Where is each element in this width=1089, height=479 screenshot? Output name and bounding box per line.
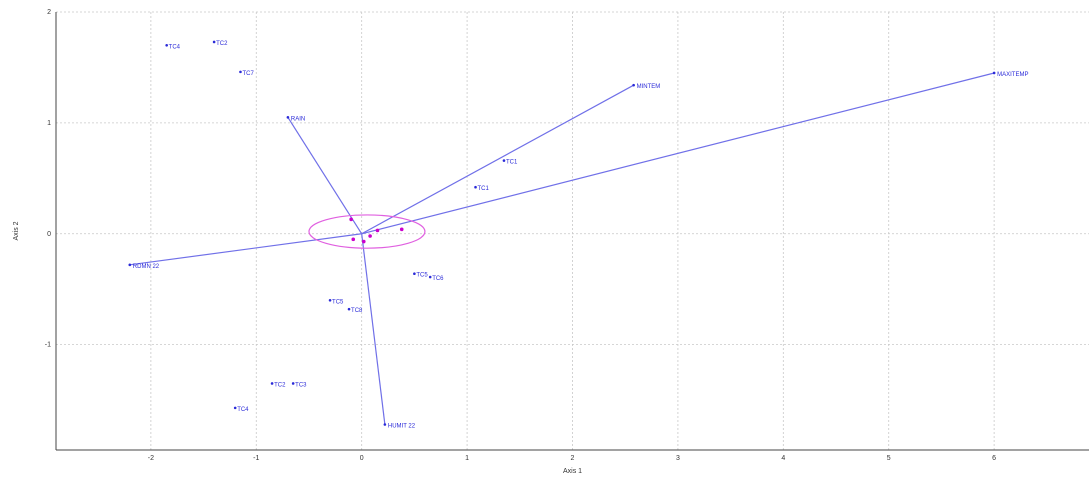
x-tick-label: -2 xyxy=(148,455,154,462)
x-tick-label: 1 xyxy=(465,455,469,462)
vector-endpoint xyxy=(128,264,131,267)
sample-point-label: TC1 xyxy=(478,186,490,192)
environmental-vectors: RAIN MINTEM MAXITEMP RDMN 22 HUMIT 22 xyxy=(128,72,1028,430)
sample-point xyxy=(239,71,242,74)
vector-line xyxy=(362,234,385,425)
sample-points: TC4 TC2 TC7 TC1 TC1 TC5 TC6 TC5 TC8 TC2 TC3 TC4 xyxy=(165,41,518,413)
sample-point-label: TC4 xyxy=(237,407,249,413)
y-axis-title: Axis 2 xyxy=(13,221,20,240)
sample-point xyxy=(429,276,432,279)
centroid-point xyxy=(376,229,380,233)
sample-point-label: TC1 xyxy=(506,160,518,166)
centroid-point xyxy=(400,228,404,232)
sample-point xyxy=(413,272,416,275)
vector-label: HUMIT 22 xyxy=(388,423,416,429)
sample-point-label: TC3 xyxy=(295,382,307,388)
sample-point-label: TC6 xyxy=(432,276,444,282)
vector-endpoint xyxy=(993,72,996,75)
vector-line xyxy=(130,234,362,265)
centroid-point xyxy=(362,240,366,244)
sample-point-label: TC5 xyxy=(332,299,344,305)
x-tick-label: 6 xyxy=(992,455,996,462)
sample-point xyxy=(234,407,237,410)
centroid-point xyxy=(351,238,355,242)
sample-point-label: TC8 xyxy=(351,308,363,314)
x-tick-label: 4 xyxy=(781,455,785,462)
y-tick-label: 2 xyxy=(47,9,51,16)
sample-point xyxy=(348,308,351,311)
vector-label: MAXITEMP xyxy=(997,72,1028,78)
sample-point-label: TC2 xyxy=(216,41,228,47)
x-tick-label: 5 xyxy=(887,455,891,462)
vector-endpoint xyxy=(384,423,387,426)
sample-point-label: TC2 xyxy=(274,382,286,388)
y-tick-label: -1 xyxy=(45,342,51,349)
vector-endpoint xyxy=(632,84,635,87)
vector-line xyxy=(288,117,362,233)
centroid-point xyxy=(349,218,353,222)
x-tick-label: 0 xyxy=(360,455,364,462)
sample-point xyxy=(165,44,168,47)
sample-point xyxy=(213,41,216,44)
vector-endpoint xyxy=(287,116,290,119)
vector-label: RDMN 22 xyxy=(133,264,160,270)
x-tick-label: -1 xyxy=(253,455,259,462)
y-tick-label: 1 xyxy=(47,120,51,127)
sample-point-label: TC5 xyxy=(416,273,428,279)
centroid-point xyxy=(368,234,372,238)
x-tick-label: 2 xyxy=(571,455,575,462)
vector-line xyxy=(362,85,634,234)
sample-point xyxy=(271,382,274,385)
x-axis-title: Axis 1 xyxy=(563,468,582,475)
grid-lines xyxy=(56,12,1089,450)
vector-label: MINTEM xyxy=(637,84,661,90)
sample-point xyxy=(292,382,295,385)
sample-point-label: TC7 xyxy=(242,71,254,77)
vector-label: RAIN xyxy=(291,116,305,122)
sample-point xyxy=(503,159,506,162)
x-tick-label: 3 xyxy=(676,455,680,462)
y-tick-label: 0 xyxy=(47,231,51,238)
sample-point xyxy=(329,299,332,302)
tick-labels: -2 -1 0 1 2 3 4 5 6 -1 0 1 2 xyxy=(45,9,996,462)
sample-point-label: TC4 xyxy=(169,44,181,50)
sample-point xyxy=(474,186,477,189)
